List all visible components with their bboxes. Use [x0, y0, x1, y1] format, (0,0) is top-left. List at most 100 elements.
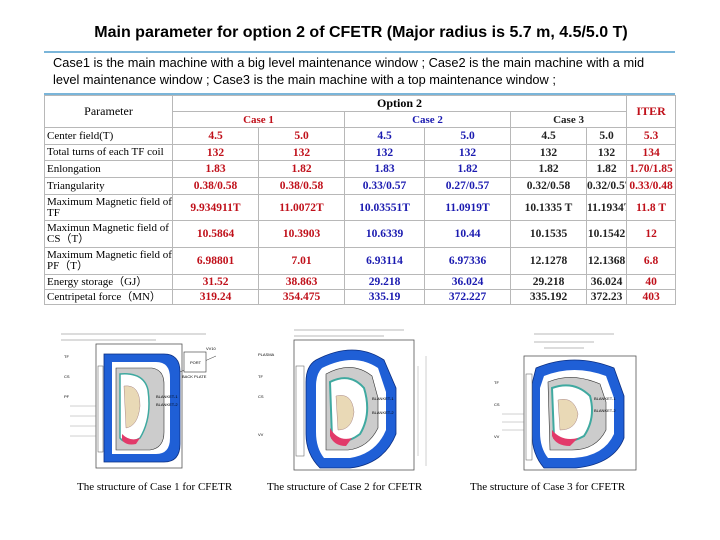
- value-cell: 1.83: [172, 160, 259, 178]
- value-cell: 372.227: [424, 289, 511, 305]
- case-description: Case1 is the main machine with a big lev…: [53, 55, 645, 87]
- value-cell: 10.5864: [172, 220, 259, 248]
- value-cell: 132: [344, 144, 425, 161]
- svg-text:BLANKET-1: BLANKET-1: [156, 394, 178, 399]
- iter-value-cell: 11.8 T: [626, 194, 677, 221]
- iter-value-cell: 1.70/1.85: [626, 160, 677, 178]
- iter-value-cell: 40: [626, 274, 677, 290]
- value-cell: 319.24: [172, 289, 259, 305]
- iter-value-cell: 0.33/0.48: [626, 177, 677, 195]
- value-cell: 0.38/0.58: [172, 177, 259, 195]
- value-cell: 4.5: [172, 127, 259, 145]
- svg-text:PF: PF: [64, 394, 70, 399]
- case3-header: Case 3: [509, 111, 628, 128]
- value-cell: 132: [172, 144, 259, 161]
- value-cell: 10.1542: [585, 220, 628, 248]
- value-cell: 5.0: [424, 127, 511, 145]
- value-cell: 11.1934T: [585, 194, 628, 221]
- svg-text:BLANKET-1: BLANKET-1: [372, 396, 394, 401]
- case1-structure-diagram: PORT BACK PLATE VV10 BLANKET-1 BLANKET-2…: [61, 333, 217, 469]
- case3-structure-diagram: BLANKET-1 BLANKET-2 TF CS VV: [494, 333, 637, 471]
- value-cell: 6.93114: [344, 247, 425, 275]
- value-cell: 335.192: [510, 289, 587, 305]
- value-cell: 38.863: [258, 274, 345, 290]
- value-cell: 10.44: [424, 220, 511, 248]
- table-row: Center field(T) 4.5 5.0 4.5 5.0 4.5 5.0 5.3: [44, 127, 677, 145]
- value-cell: 1.82: [424, 160, 511, 178]
- param-label: Centripetal force（MN）: [44, 289, 173, 305]
- param-header: Parameter: [44, 95, 173, 128]
- value-cell: 0.33/0.57: [344, 177, 425, 195]
- value-cell: 1.83: [344, 160, 425, 178]
- table-row: Centripetal force（MN） 319.24 354.475 335.19…: [44, 289, 677, 305]
- value-cell: 0.38/0.58: [258, 177, 345, 195]
- value-cell: 10.03551T: [344, 194, 425, 221]
- value-cell: 132: [424, 144, 511, 161]
- table-row: Total turns of each TF coil 132 132 132 132 1…: [44, 144, 677, 161]
- value-cell: 5.0: [258, 127, 345, 145]
- value-cell: 11.0919T: [424, 194, 511, 221]
- fig2-label: PLASMA: [258, 352, 275, 357]
- value-cell: 5.0: [585, 127, 628, 145]
- param-label: Enlongation: [44, 160, 173, 178]
- svg-text:BLANKET-2: BLANKET-2: [156, 402, 178, 407]
- iter-value-cell: 403: [626, 289, 677, 305]
- value-cell: 132: [258, 144, 345, 161]
- title-separator: [44, 51, 675, 53]
- param-label: Total turns of each TF coil: [44, 144, 173, 161]
- iter-value-cell: 5.3: [626, 127, 677, 145]
- caption-case3: The structure of Case 3 for CFETR: [470, 481, 626, 493]
- value-cell: 11.0072T: [258, 194, 345, 221]
- table-row: Maximum Magnetic field of PF（T） 6.98801 7.…: [44, 247, 677, 275]
- value-cell: 0.27/0.57: [424, 177, 511, 195]
- value-cell: 10.6339: [344, 220, 425, 248]
- page-title: Main parameter for option 2 of CFETR (Ma…: [94, 24, 628, 41]
- value-cell: 0.32/0.58: [510, 177, 587, 195]
- value-cell: 6.98801: [172, 247, 259, 275]
- case1-header: Case 1: [172, 111, 345, 128]
- value-cell: 31.52: [172, 274, 259, 290]
- svg-text:CS: CS: [64, 374, 70, 379]
- param-label: Center field(T): [44, 127, 173, 145]
- iter-value-cell: 134: [626, 144, 677, 161]
- iter-value-cell: 12: [626, 220, 677, 248]
- description-separator: [44, 93, 675, 95]
- value-cell: 335.19: [344, 289, 425, 305]
- svg-text:VV: VV: [258, 432, 264, 437]
- svg-text:CS: CS: [494, 402, 500, 407]
- svg-text:VV10: VV10: [206, 346, 217, 351]
- case2-header: Case 2: [344, 111, 511, 128]
- value-cell: 10.3903: [258, 220, 345, 248]
- value-cell: 29.218: [510, 274, 587, 290]
- caption-case2: The structure of Case 2 for CFETR: [267, 481, 423, 493]
- value-cell: 132: [585, 144, 628, 161]
- structure-figures: PORT BACK PLATE VV10 BLANKET-1 BLANKET-2…: [44, 326, 675, 476]
- caption-case1: The structure of Case 1 for CFETR: [77, 481, 233, 493]
- param-label: Energy storage（GJ）: [44, 274, 173, 290]
- svg-text:TF: TF: [64, 354, 69, 359]
- table-row: Triangularity 0.38/0.58 0.38/0.58 0.33/0.57…: [44, 177, 677, 195]
- value-cell: 0.32/0.57: [585, 177, 628, 195]
- table-row: Energy storage（GJ） 31.52 38.863 29.218 36.02…: [44, 274, 677, 290]
- value-cell: 132: [510, 144, 587, 161]
- value-cell: 372.23: [585, 289, 628, 305]
- fig3-label: BLANKET-1: [594, 396, 616, 401]
- value-cell: 1.82: [258, 160, 345, 178]
- value-cell: 354.475: [258, 289, 345, 305]
- value-cell: 10.1535: [510, 220, 587, 248]
- param-label: Maximum Magnetic field of TF: [44, 194, 173, 221]
- svg-text:BLANKET-2: BLANKET-2: [594, 408, 616, 413]
- value-cell: 29.218: [344, 274, 425, 290]
- value-cell: 36.024: [585, 274, 628, 290]
- value-cell: 36.024: [424, 274, 511, 290]
- value-cell: 10.1335 T: [510, 194, 587, 221]
- iter-value-cell: 6.8: [626, 247, 677, 275]
- option-header: Option 2: [171, 95, 628, 112]
- param-label: Maximun Magnetic field of CS（T）: [44, 220, 173, 248]
- svg-text:TF: TF: [494, 380, 499, 385]
- value-cell: 7.01: [258, 247, 345, 275]
- table-row: Maximun Magnetic field of CS（T） 10.5864 10…: [44, 220, 677, 248]
- svg-text:BLANKET-2: BLANKET-2: [372, 410, 394, 415]
- param-label: Maximum Magnetic field of PF（T）: [44, 247, 173, 275]
- value-cell: 12.1368: [585, 247, 628, 275]
